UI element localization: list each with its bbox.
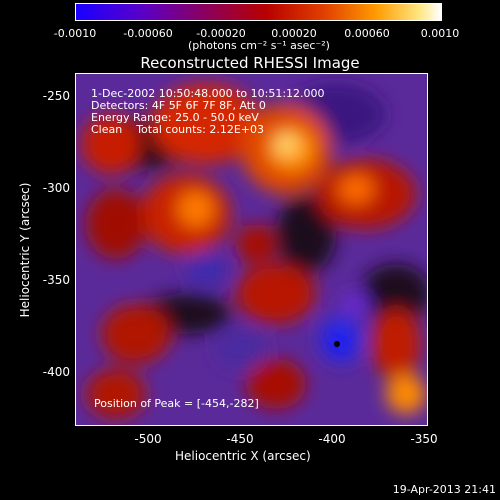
- colorbar-tick: 0.0010: [420, 27, 460, 40]
- chart-title: Reconstructed RHESSI Image: [140, 54, 360, 72]
- minimum-marker: [334, 341, 340, 347]
- colorbar-tick: 0.00020: [271, 27, 317, 40]
- x-axis-label: Heliocentric X (arcsec): [175, 449, 311, 463]
- annotation-time: 1-Dec-2002 10:50:48.000 to 10:51:12.000: [91, 87, 325, 100]
- x-tick-label: -500: [134, 432, 162, 446]
- x-tick-label: -350: [410, 432, 438, 446]
- colorbar: [75, 3, 442, 21]
- y-tick-label: -350: [42, 273, 70, 287]
- colorbar-tick: -0.0010: [53, 27, 97, 40]
- date-stamp: 19-Apr-2013 21:41: [392, 483, 496, 496]
- y-tick-label: -300: [42, 181, 70, 195]
- y-tick-label: -400: [42, 365, 70, 379]
- annotation-peak: Position of Peak = [-454,-282]: [94, 397, 259, 410]
- colorbar-unit-label: (photons cm⁻² s⁻¹ asec⁻²): [188, 39, 330, 52]
- colorbar-tick: 0.00060: [344, 27, 390, 40]
- annotation-detectors: Detectors: 4F 5F 6F 7F 8F, Att 0: [91, 99, 266, 112]
- plot-area: 1-Dec-2002 10:50:48.000 to 10:51:12.000 …: [75, 73, 428, 426]
- annotation-energy: Energy Range: 25.0 - 50.0 keV: [91, 111, 259, 124]
- x-tick-label: -450: [226, 432, 254, 446]
- annotation-clean: Clean Total counts: 2.12E+03: [91, 123, 265, 136]
- colorbar-tick: -0.00060: [123, 27, 173, 40]
- y-axis-label: Heliocentric Y (arcsec): [18, 182, 32, 318]
- x-tick-label: -400: [318, 432, 346, 446]
- colorbar-tick: -0.00020: [196, 27, 246, 40]
- heatmap-blobs: [81, 84, 427, 419]
- y-tick-label: -250: [42, 89, 70, 103]
- heatmap-image: [76, 74, 427, 425]
